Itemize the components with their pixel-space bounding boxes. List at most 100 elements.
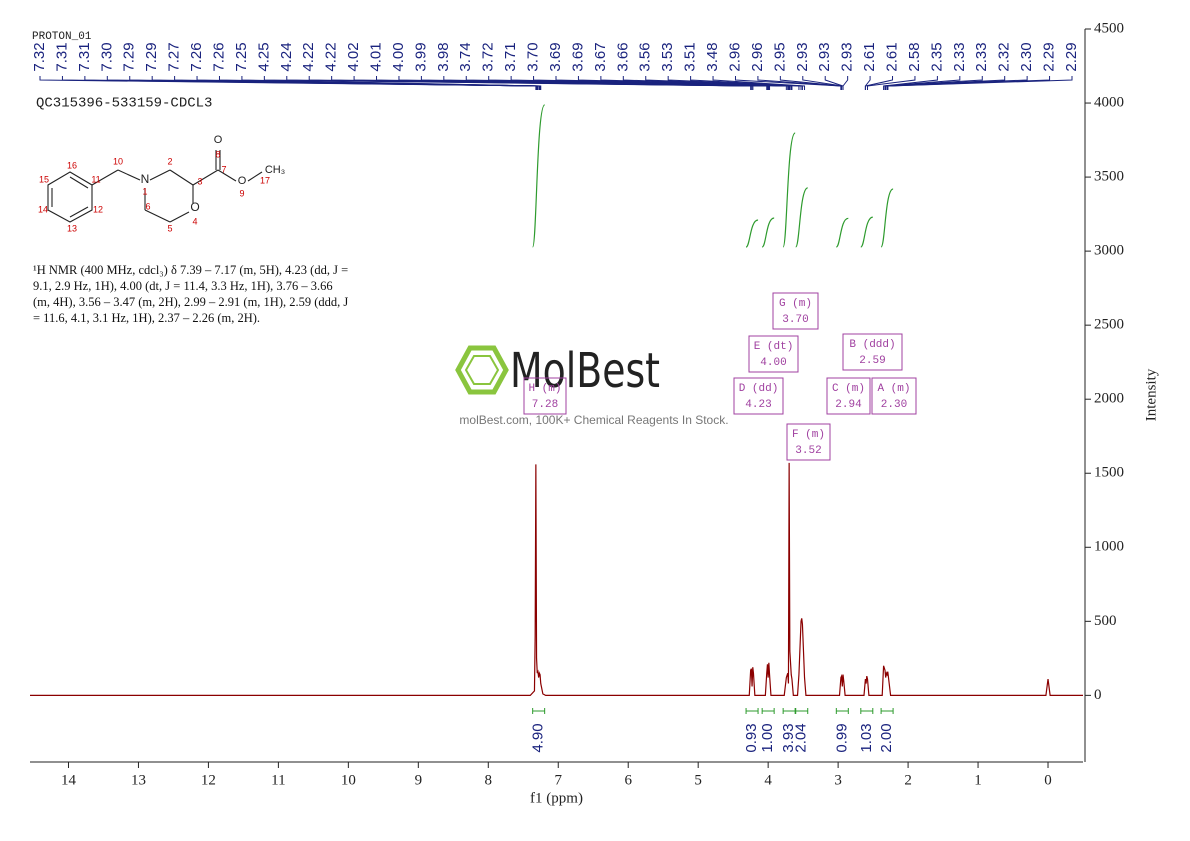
integral-label: 1.00 xyxy=(759,723,776,752)
bond xyxy=(192,169,219,186)
x-tick-label: 0 xyxy=(1044,772,1052,788)
bond xyxy=(169,169,194,186)
atom-label: 9 xyxy=(239,188,244,198)
peak-label: 3.53 xyxy=(659,42,676,71)
multiplet-box xyxy=(733,377,784,415)
x-tick-label: 9 xyxy=(415,772,423,788)
peak-label: 2.30 xyxy=(1018,42,1035,71)
y-axis-label: Intensity xyxy=(1143,368,1159,421)
peak-label: 2.61 xyxy=(883,42,900,71)
atom-label: 4 xyxy=(192,216,197,226)
multiplet-box xyxy=(842,333,903,371)
peak-label: 7.29 xyxy=(143,42,160,71)
bond xyxy=(217,169,237,182)
peak-label: 2.93 xyxy=(794,42,811,71)
atom-label: O xyxy=(214,134,223,146)
x-tick-label: 1 xyxy=(974,772,982,788)
peak-connector xyxy=(622,76,793,90)
peak-label: 3.71 xyxy=(502,42,519,71)
peak-label: 7.30 xyxy=(98,42,115,71)
multiplet-label: B (ddd) xyxy=(849,339,895,351)
atom-label: 11 xyxy=(91,174,100,184)
peak-connector xyxy=(779,76,843,90)
peak-connector xyxy=(885,76,1006,90)
y-tick-label: 0 xyxy=(1094,687,1102,703)
peak-label: 2.32 xyxy=(996,42,1013,71)
integral-bracket xyxy=(795,708,809,714)
peak-connector xyxy=(883,76,938,90)
x-axis-label: f1 (ppm) xyxy=(530,790,583,806)
peak-label: 7.32 xyxy=(31,42,48,71)
peak-label: 7.25 xyxy=(233,42,250,71)
integral-label: 2.00 xyxy=(878,723,895,752)
integral-bracket xyxy=(745,708,759,714)
watermark-logo xyxy=(455,345,509,395)
multiplet-shift: 4.00 xyxy=(760,357,786,369)
multiplet-label: A (m) xyxy=(877,383,910,395)
peak-label: 4.22 xyxy=(323,42,340,71)
atom-label: 5 xyxy=(167,223,172,233)
peak-label: 4.02 xyxy=(345,42,362,71)
integral-curve xyxy=(782,132,796,248)
atom-label: O xyxy=(190,200,199,214)
y-tick-label: 3000 xyxy=(1094,243,1124,259)
peak-label: 2.93 xyxy=(816,42,833,71)
multiplet-box xyxy=(523,377,567,415)
atom-label: 17 xyxy=(260,175,270,185)
atom-label: O xyxy=(238,175,247,187)
multiplet-shift: 2.59 xyxy=(859,355,885,367)
bond xyxy=(91,169,119,186)
x-tick-label: 11 xyxy=(271,772,285,788)
structure-bonds xyxy=(47,150,263,223)
bond xyxy=(144,209,171,223)
atom-label: 7 xyxy=(221,164,226,174)
peak-label: 2.96 xyxy=(726,42,743,71)
spectrum-line xyxy=(30,462,1083,696)
bond xyxy=(169,211,190,223)
multiplet-shift: 2.30 xyxy=(881,399,907,411)
peak-label: 7.27 xyxy=(166,42,183,71)
x-tick-label: 12 xyxy=(201,772,216,788)
x-tick-label: 8 xyxy=(485,772,493,788)
peak-connector xyxy=(867,76,916,90)
peak-label: 4.22 xyxy=(300,42,317,71)
atom-label: 10 xyxy=(113,156,123,166)
peak-connector xyxy=(842,76,849,90)
bond xyxy=(247,171,263,182)
multiplet-box xyxy=(826,377,871,415)
integral-bracket xyxy=(532,708,546,714)
integral-label: 0.93 xyxy=(743,723,760,752)
peak-label: 3.48 xyxy=(704,42,721,71)
peak-label: 3.56 xyxy=(637,42,654,71)
y-tick-label: 2500 xyxy=(1094,317,1124,333)
peak-label: 3.74 xyxy=(457,42,474,71)
peak-connector xyxy=(645,76,800,90)
integral-curve xyxy=(795,187,809,248)
peak-label: 3.66 xyxy=(614,42,631,71)
y-tick-label: 1000 xyxy=(1094,539,1124,555)
multiplet-shift: 7.28 xyxy=(532,399,558,411)
peak-label: 7.26 xyxy=(188,42,205,71)
atom-label: 13 xyxy=(67,223,77,233)
x-tick-label: 2 xyxy=(904,772,912,788)
peak-label: 7.31 xyxy=(76,42,93,71)
peak-label: 2.29 xyxy=(1063,42,1080,71)
multiplet-shift: 2.94 xyxy=(835,399,862,411)
atom-label: 14 xyxy=(38,204,48,214)
logo-hexagon xyxy=(455,345,509,395)
peak-connector xyxy=(884,76,983,90)
peak-label: 7.31 xyxy=(53,42,70,71)
integral-curve xyxy=(860,216,874,248)
bond xyxy=(149,169,171,181)
y-tick-label: 3500 xyxy=(1094,169,1124,185)
peak-label: 4.00 xyxy=(390,42,407,71)
multiplet-label: G (m) xyxy=(779,298,812,310)
integral-curve xyxy=(532,104,546,248)
y-tick-label: 1500 xyxy=(1094,465,1124,481)
integral-curve xyxy=(761,217,775,248)
integral-label: 0.99 xyxy=(833,723,850,752)
peak-label: 3.51 xyxy=(682,42,699,71)
peak-label: 3.70 xyxy=(525,42,542,71)
atom-label: 6 xyxy=(145,201,150,211)
